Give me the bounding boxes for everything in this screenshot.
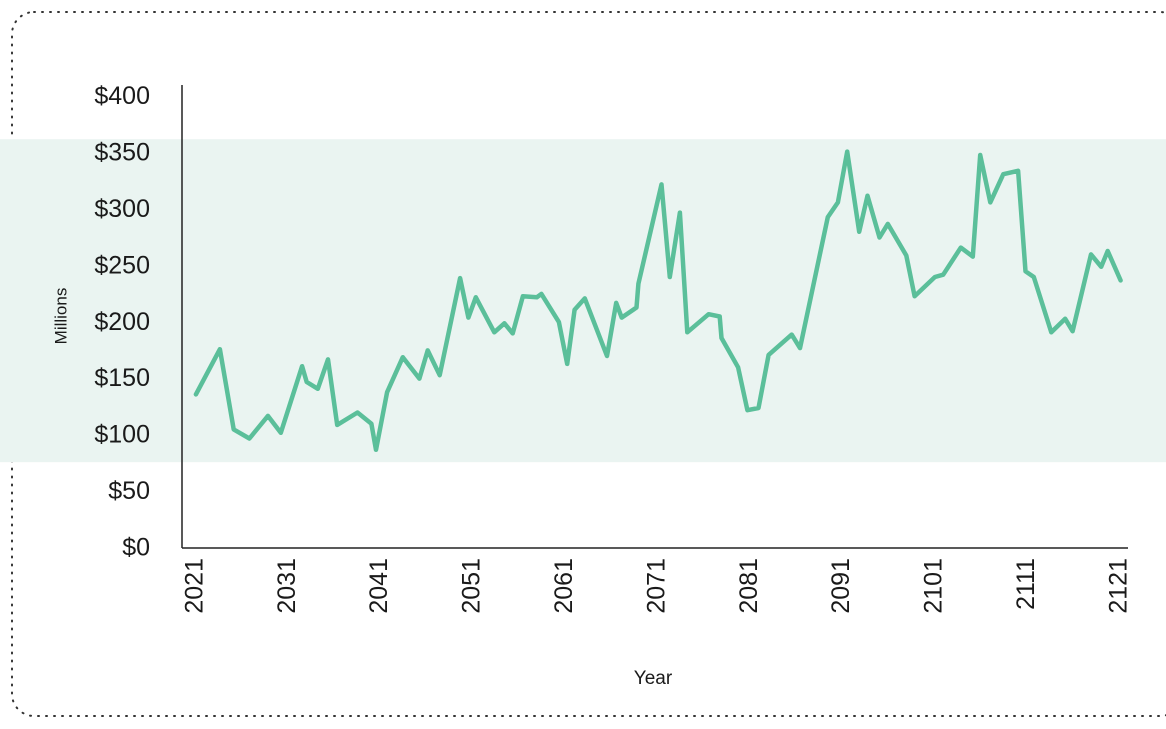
y-tick-label: $50 — [108, 477, 150, 505]
y-tick-label: $400 — [94, 82, 150, 110]
x-tick-label: 2051 — [458, 558, 486, 614]
y-tick-label: $100 — [94, 421, 150, 449]
y-axis-label: Millions — [51, 288, 70, 345]
x-axis-label: Year — [634, 668, 673, 689]
x-tick-label: 2041 — [365, 558, 393, 614]
x-tick-label: 2101 — [920, 558, 948, 614]
data-line — [193, 149, 1123, 453]
y-tick-label: $150 — [94, 364, 150, 392]
x-tick-label: 2021 — [180, 558, 208, 614]
y-tick-label: $350 — [94, 138, 150, 166]
x-tick-label: 2091 — [827, 558, 855, 614]
y-tick-label: $250 — [94, 251, 150, 279]
y-tick-label: $0 — [122, 534, 150, 562]
x-tick-label: 2031 — [273, 558, 301, 614]
x-tick-label: 2081 — [735, 558, 763, 614]
x-tick-label: 2061 — [550, 558, 578, 614]
x-tick-label: 2111 — [1012, 558, 1040, 610]
y-tick-label: $300 — [94, 195, 150, 223]
x-tick-label: 2071 — [642, 558, 670, 614]
x-tick-label: 2121 — [1104, 558, 1132, 614]
y-tick-label: $200 — [94, 308, 150, 336]
